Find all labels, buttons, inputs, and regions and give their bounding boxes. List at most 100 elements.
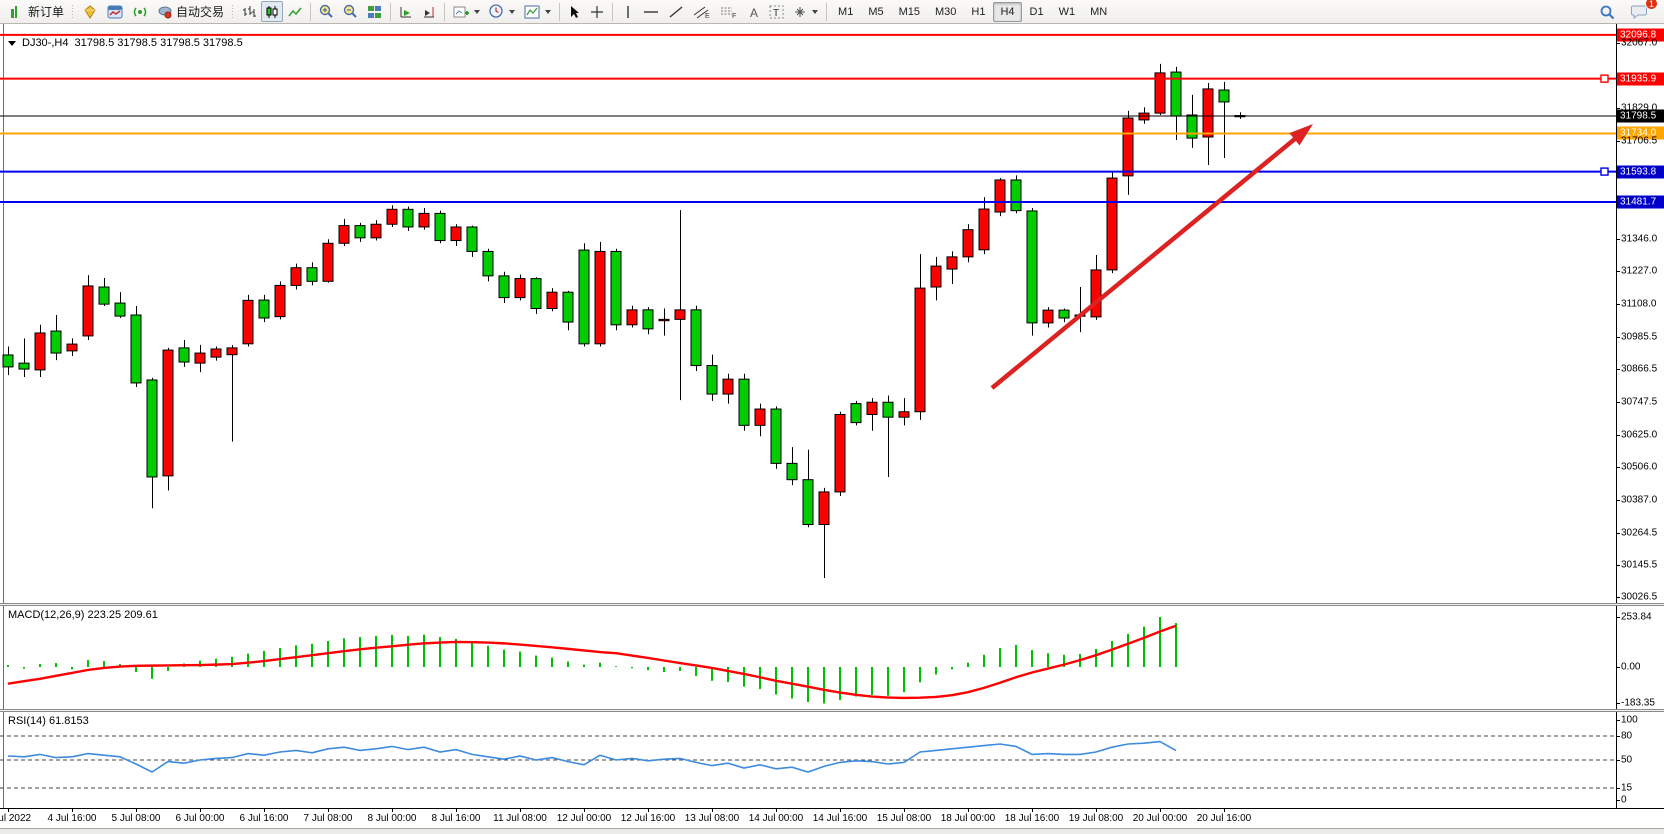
timeframe-button-w1[interactable]: W1 bbox=[1058, 5, 1076, 18]
search-button[interactable] bbox=[1595, 1, 1619, 22]
trend-arrow-head[interactable] bbox=[1289, 124, 1313, 146]
zoom-in-icon bbox=[319, 4, 333, 18]
timeframe-button-h1[interactable]: H1 bbox=[971, 5, 986, 18]
candle-body bbox=[562, 291, 574, 323]
auto-trading-icon bbox=[158, 6, 172, 18]
candle-body bbox=[706, 365, 718, 395]
line-drag-handle[interactable] bbox=[1600, 74, 1609, 83]
candle-body bbox=[818, 491, 830, 526]
chart-shift-button[interactable] bbox=[418, 1, 440, 22]
candle-body bbox=[418, 212, 430, 228]
candle-body bbox=[802, 479, 814, 526]
timeframe-group: M1 M5 M15 M30 H1 H4 D1 W1 MN bbox=[831, 1, 1114, 22]
toolbar-separator bbox=[559, 2, 561, 21]
candle-body bbox=[226, 347, 238, 356]
periods-button[interactable] bbox=[485, 1, 519, 22]
candle-body bbox=[834, 413, 846, 493]
zoom-in-button[interactable] bbox=[315, 1, 338, 22]
timeframe-button-m1[interactable]: M1 bbox=[838, 5, 854, 18]
signal-icon bbox=[133, 7, 147, 16]
timeframe-button-m5[interactable]: M5 bbox=[868, 5, 884, 18]
candle-body bbox=[162, 349, 174, 477]
candle-body bbox=[210, 348, 222, 358]
tile-windows-icon bbox=[368, 5, 382, 18]
new-order-button[interactable]: 新订单 bbox=[24, 1, 68, 22]
new-chart-button[interactable] bbox=[449, 1, 484, 22]
timeframe-button-h4[interactable]: H4 bbox=[993, 1, 1022, 22]
bar-chart-icon bbox=[243, 5, 257, 17]
cursor-tool-button[interactable] bbox=[564, 1, 585, 22]
arrows-tool-button[interactable] bbox=[789, 1, 822, 22]
candle-body bbox=[386, 208, 398, 225]
candle-body bbox=[178, 347, 190, 363]
timeframe-button-d1[interactable]: D1 bbox=[1029, 5, 1044, 18]
candle-body bbox=[978, 208, 990, 251]
candle-body bbox=[434, 212, 446, 242]
trend-arrow-line[interactable] bbox=[990, 133, 1301, 390]
candle-body bbox=[962, 229, 974, 258]
candle-body bbox=[338, 225, 350, 244]
trendline-tool-button[interactable] bbox=[664, 1, 688, 22]
line-chart-mode-button[interactable] bbox=[284, 1, 306, 22]
line-drag-handle[interactable] bbox=[1600, 167, 1609, 176]
candle-body bbox=[290, 267, 302, 286]
tile-windows-button[interactable] bbox=[363, 1, 386, 22]
bar-chart-mode-button[interactable] bbox=[238, 1, 260, 22]
timeframe-button-mn[interactable]: MN bbox=[1090, 5, 1108, 18]
candlestick-mode-button[interactable] bbox=[261, 1, 284, 22]
notifications-button[interactable]: 1 bbox=[1627, 0, 1658, 22]
market-watch-button[interactable] bbox=[103, 1, 127, 22]
toolbar-right: 1 bbox=[1595, 0, 1662, 22]
candle-body bbox=[466, 226, 478, 252]
candle-body bbox=[546, 291, 558, 309]
rsi-panel-splitter[interactable] bbox=[0, 709, 1664, 712]
svg-text:T: T bbox=[773, 8, 779, 19]
candle-body bbox=[482, 250, 494, 277]
new-chart-icon bbox=[453, 6, 470, 17]
candle-body bbox=[898, 411, 910, 418]
candle-body bbox=[722, 378, 734, 395]
signals-button[interactable] bbox=[128, 1, 152, 22]
arrows-tool-icon bbox=[795, 6, 806, 17]
candle-body bbox=[994, 179, 1006, 213]
fibonacci-tool-button[interactable]: F bbox=[716, 1, 742, 22]
indicators-icon bbox=[524, 5, 540, 18]
candle-body bbox=[1090, 269, 1102, 318]
toolbar-grip bbox=[231, 3, 236, 20]
auto-trading-button[interactable]: 自动交易 bbox=[153, 1, 228, 22]
candle-body bbox=[50, 330, 62, 354]
label-tool-button[interactable]: T bbox=[765, 1, 788, 22]
candle-body bbox=[1042, 309, 1054, 324]
candle-body bbox=[1058, 309, 1070, 319]
partial-chart-icon bbox=[2, 1, 23, 22]
auto-scroll-button[interactable] bbox=[395, 1, 417, 22]
chart-window[interactable] bbox=[0, 24, 1664, 828]
chart-left-border bbox=[3, 24, 4, 808]
text-tool-button[interactable]: A bbox=[743, 1, 764, 22]
gem-button[interactable] bbox=[78, 1, 102, 22]
toolbar-separator bbox=[390, 2, 392, 21]
toolbar-separator bbox=[310, 2, 312, 21]
candle-body bbox=[754, 408, 766, 426]
timeframe-button-m30[interactable]: M30 bbox=[935, 5, 957, 18]
crosshair-tool-button[interactable] bbox=[586, 1, 608, 22]
candle-body bbox=[82, 285, 94, 337]
candle-body bbox=[354, 225, 366, 239]
indicators-button[interactable] bbox=[520, 1, 555, 22]
hline-tool-button[interactable] bbox=[639, 1, 663, 22]
auto-trading-label: 自动交易 bbox=[176, 5, 225, 19]
zoom-out-button[interactable] bbox=[339, 1, 362, 22]
time-axis-line bbox=[0, 808, 1664, 809]
equidistant-channel-icon: E bbox=[693, 6, 710, 19]
rsi-line bbox=[7, 740, 1177, 773]
macd-panel-splitter[interactable] bbox=[0, 603, 1664, 606]
line-chart-icon bbox=[288, 7, 302, 16]
channel-tool-button[interactable]: E bbox=[689, 1, 715, 22]
candle-body bbox=[1026, 210, 1038, 324]
market-watch-icon bbox=[107, 5, 123, 18]
toolbar-separator bbox=[612, 2, 614, 21]
timeframe-button-m15[interactable]: M15 bbox=[898, 5, 920, 18]
vline-tool-button[interactable] bbox=[617, 1, 638, 22]
